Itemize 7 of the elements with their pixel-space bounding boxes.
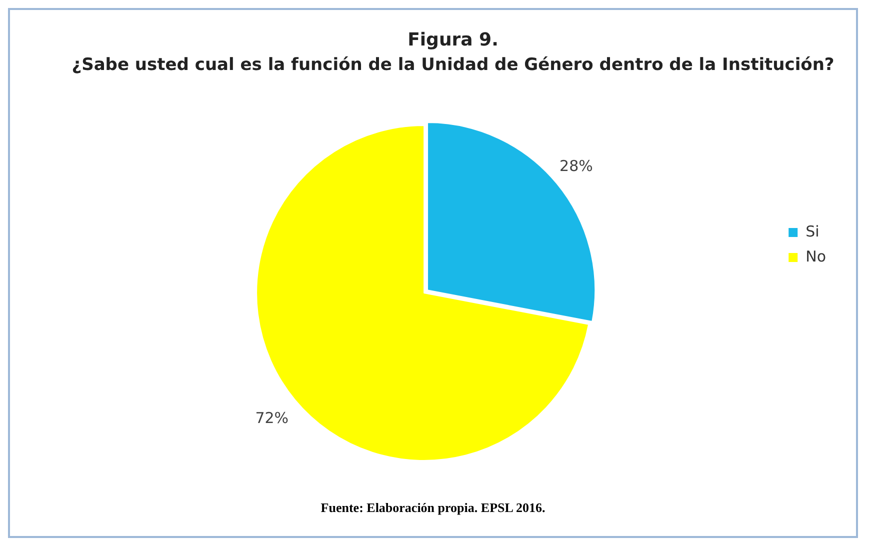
- data-label: 28%: [560, 157, 593, 175]
- legend-label: Si: [806, 222, 820, 240]
- source-note: Fuente: Elaboración propia. EPSL 2016.: [320, 500, 546, 516]
- chart-title: Figura 9.: [408, 29, 498, 50]
- data-label: 72%: [255, 408, 289, 427]
- legend-label: No: [806, 247, 826, 266]
- chart-subtitle: ¿Sabe usted cual es la función de la Unidad de Género dentro de la Institución?: [72, 55, 834, 76]
